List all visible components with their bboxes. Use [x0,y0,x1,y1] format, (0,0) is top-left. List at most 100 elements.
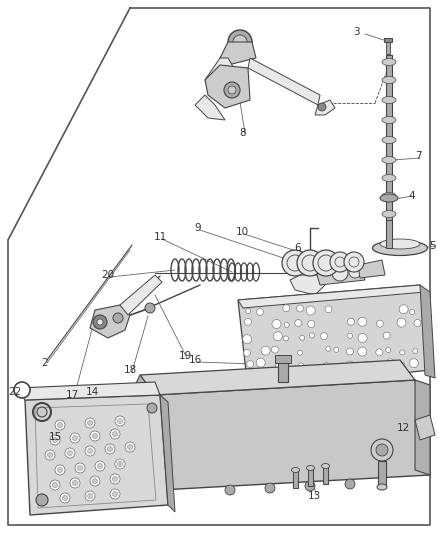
Polygon shape [415,380,430,475]
Bar [308,468,313,486]
Circle shape [386,359,395,368]
Circle shape [383,332,390,339]
Text: 6: 6 [295,243,301,253]
Bar [384,38,392,42]
Circle shape [36,494,48,506]
Circle shape [376,444,388,456]
Circle shape [297,250,323,276]
Circle shape [346,361,354,370]
Circle shape [110,489,120,499]
Ellipse shape [380,194,398,202]
Circle shape [45,450,55,460]
Circle shape [50,435,60,445]
Circle shape [115,459,125,469]
Circle shape [333,373,342,382]
Circle shape [283,336,288,341]
Circle shape [256,358,265,367]
Bar [386,220,392,248]
Circle shape [92,479,98,483]
Polygon shape [160,395,175,512]
Circle shape [55,420,65,430]
Text: 19: 19 [178,351,192,361]
Circle shape [387,374,392,379]
Ellipse shape [277,357,289,363]
Ellipse shape [380,239,420,249]
Circle shape [233,35,247,49]
Circle shape [98,464,102,469]
Circle shape [295,320,302,327]
Circle shape [414,320,421,327]
Circle shape [78,465,82,471]
Bar [275,355,291,363]
Circle shape [63,496,67,500]
Polygon shape [205,65,250,108]
Circle shape [344,252,364,272]
Polygon shape [248,58,320,105]
Circle shape [88,421,92,425]
Text: 18: 18 [124,365,137,375]
Circle shape [358,334,367,343]
Ellipse shape [382,174,396,182]
Circle shape [113,432,117,437]
Polygon shape [128,375,160,492]
Text: 13: 13 [307,491,321,501]
Circle shape [324,362,328,368]
Circle shape [300,335,305,340]
Circle shape [53,438,57,442]
Circle shape [147,403,157,413]
Circle shape [275,375,282,382]
Circle shape [398,375,403,381]
Circle shape [297,350,303,355]
Circle shape [117,462,123,466]
Circle shape [125,442,135,452]
Circle shape [228,30,252,54]
Text: 3: 3 [353,27,359,37]
Circle shape [93,315,107,329]
Circle shape [410,310,415,314]
Circle shape [272,320,281,328]
Text: 20: 20 [102,270,115,280]
Circle shape [347,333,353,338]
Ellipse shape [372,240,427,255]
Circle shape [325,306,332,313]
Circle shape [332,265,348,281]
Circle shape [90,476,100,486]
Polygon shape [195,95,225,120]
Circle shape [85,446,95,456]
Circle shape [65,448,75,458]
Circle shape [363,361,370,369]
Circle shape [287,377,292,382]
Circle shape [300,374,304,379]
Circle shape [75,463,85,473]
Circle shape [113,313,123,323]
Text: 17: 17 [65,390,79,400]
Circle shape [85,491,95,501]
Circle shape [115,416,125,426]
Circle shape [307,272,315,280]
Circle shape [70,433,80,443]
Circle shape [349,266,361,278]
Polygon shape [18,382,160,400]
Circle shape [113,491,117,497]
Circle shape [50,480,60,490]
Circle shape [67,450,73,456]
Ellipse shape [292,467,300,472]
Circle shape [320,333,327,340]
Circle shape [400,350,405,355]
Circle shape [282,250,308,276]
Text: 15: 15 [48,432,62,442]
Text: 9: 9 [194,223,201,233]
Circle shape [371,439,393,461]
Circle shape [113,477,117,481]
Polygon shape [140,360,415,395]
Circle shape [375,375,382,382]
Circle shape [97,319,103,325]
Circle shape [90,431,100,441]
Circle shape [272,346,279,353]
Text: 14: 14 [85,387,99,397]
Circle shape [297,305,304,312]
Polygon shape [358,260,385,278]
Polygon shape [238,285,430,390]
Circle shape [244,318,251,325]
Circle shape [347,318,354,325]
